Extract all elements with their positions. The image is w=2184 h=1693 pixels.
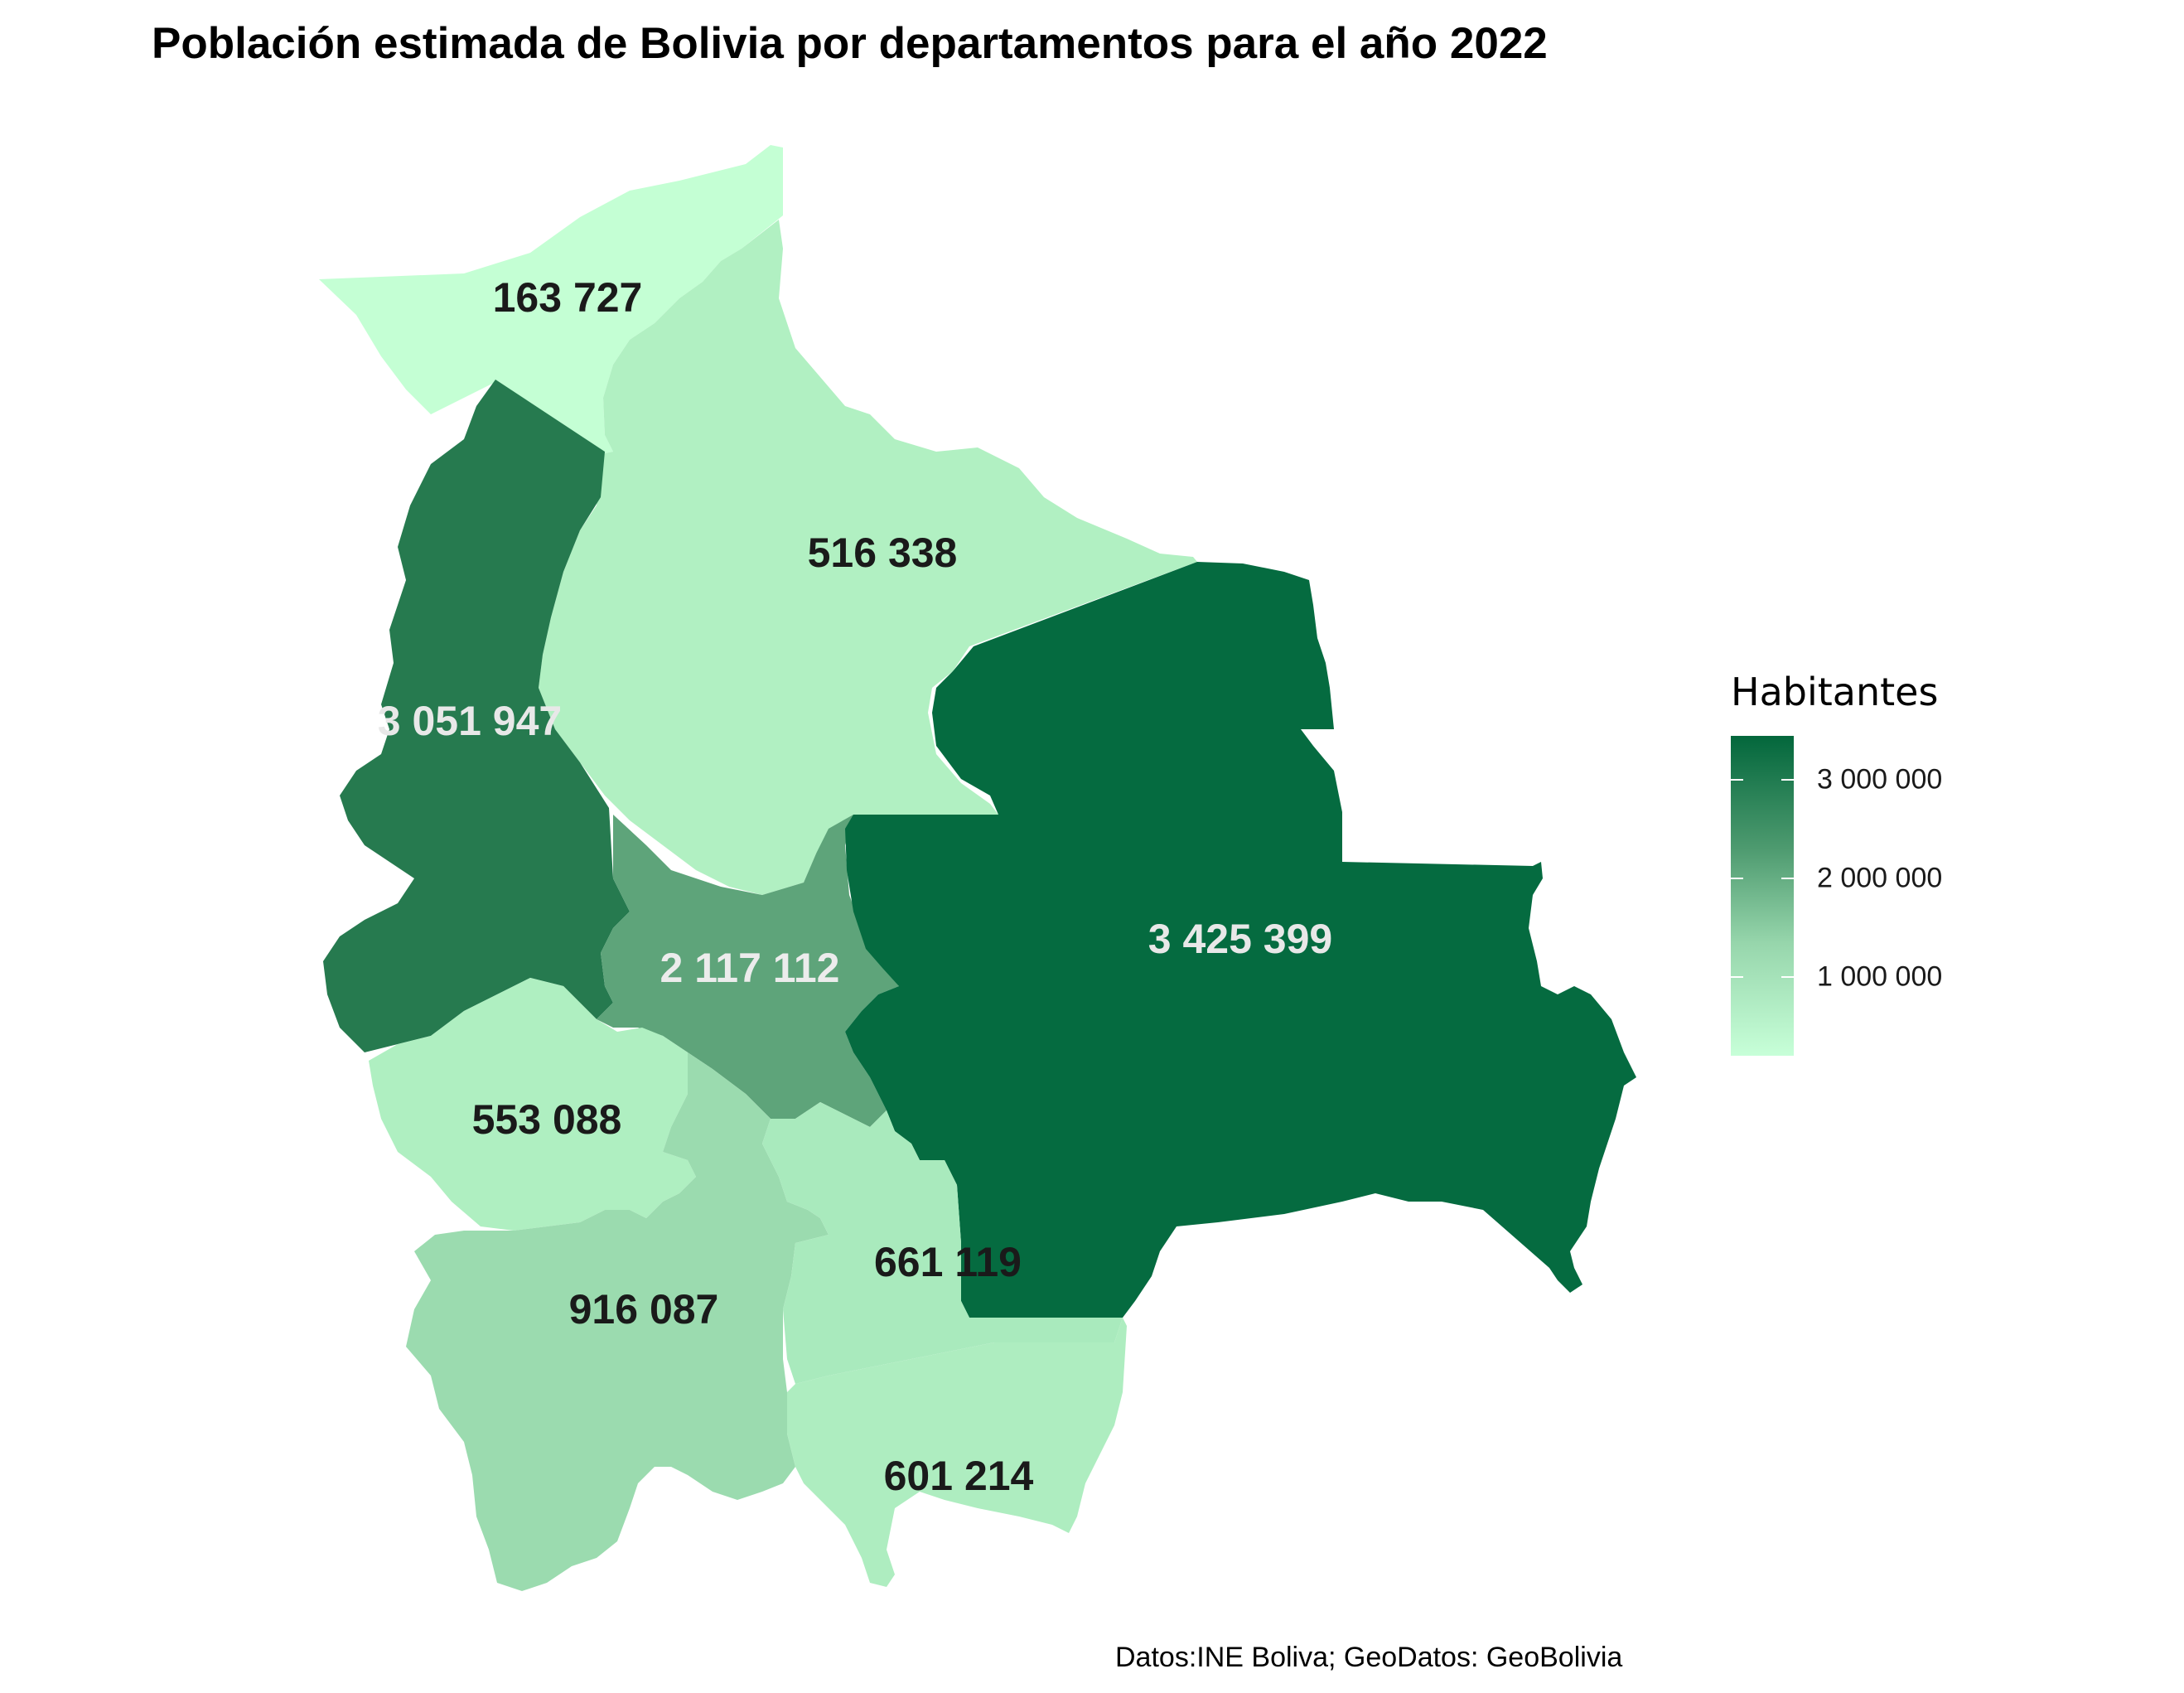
region-label-oruro: 553 088 [472,1096,622,1143]
legend-tick-mark [1731,976,1743,978]
region-label-tarija: 601 214 [884,1453,1034,1499]
region-tarija[interactable] [787,1318,1127,1587]
legend-tick-mark [1731,878,1743,879]
legend-tick-mark [1781,976,1794,978]
region-cochabamba[interactable] [597,815,899,1127]
legend-label: 3 000 000 [1817,763,1943,796]
region-la-paz[interactable] [323,380,630,1052]
legend-color-bar [1731,736,1794,1056]
legend-label: 2 000 000 [1817,862,1943,894]
legend-label: 1 000 000 [1817,960,1943,993]
region-label-pando: 163 727 [493,274,643,321]
region-chuquisaca[interactable] [762,1102,1123,1384]
region-label-santa-cruz: 3 425 399 [1148,916,1332,962]
region-oruro[interactable] [369,978,696,1231]
region-santa-cruz[interactable] [845,562,1636,1318]
legend-tick-mark [1781,878,1794,879]
map-title: Población estimada de Bolivia por depart… [152,19,1548,68]
legend-tick-mark [1781,779,1794,781]
region-label-potosi: 916 087 [569,1286,719,1333]
legend-title: Habitantes [1731,670,1939,714]
region-beni[interactable] [539,220,1197,895]
region-label-beni: 516 338 [808,530,958,576]
region-potosi[interactable] [406,1052,829,1591]
region-label-chuquisaca: 661 119 [874,1239,1022,1285]
data-source-caption: Datos:INE Boliva; GeoDatos: GeoBolivia [1115,1642,1623,1673]
region-label-la-paz: 3 051 947 [378,698,562,744]
region-label-cochabamba: 2 117 112 [660,945,840,991]
region-pando[interactable] [319,145,783,454]
legend-tick-mark [1731,779,1743,781]
